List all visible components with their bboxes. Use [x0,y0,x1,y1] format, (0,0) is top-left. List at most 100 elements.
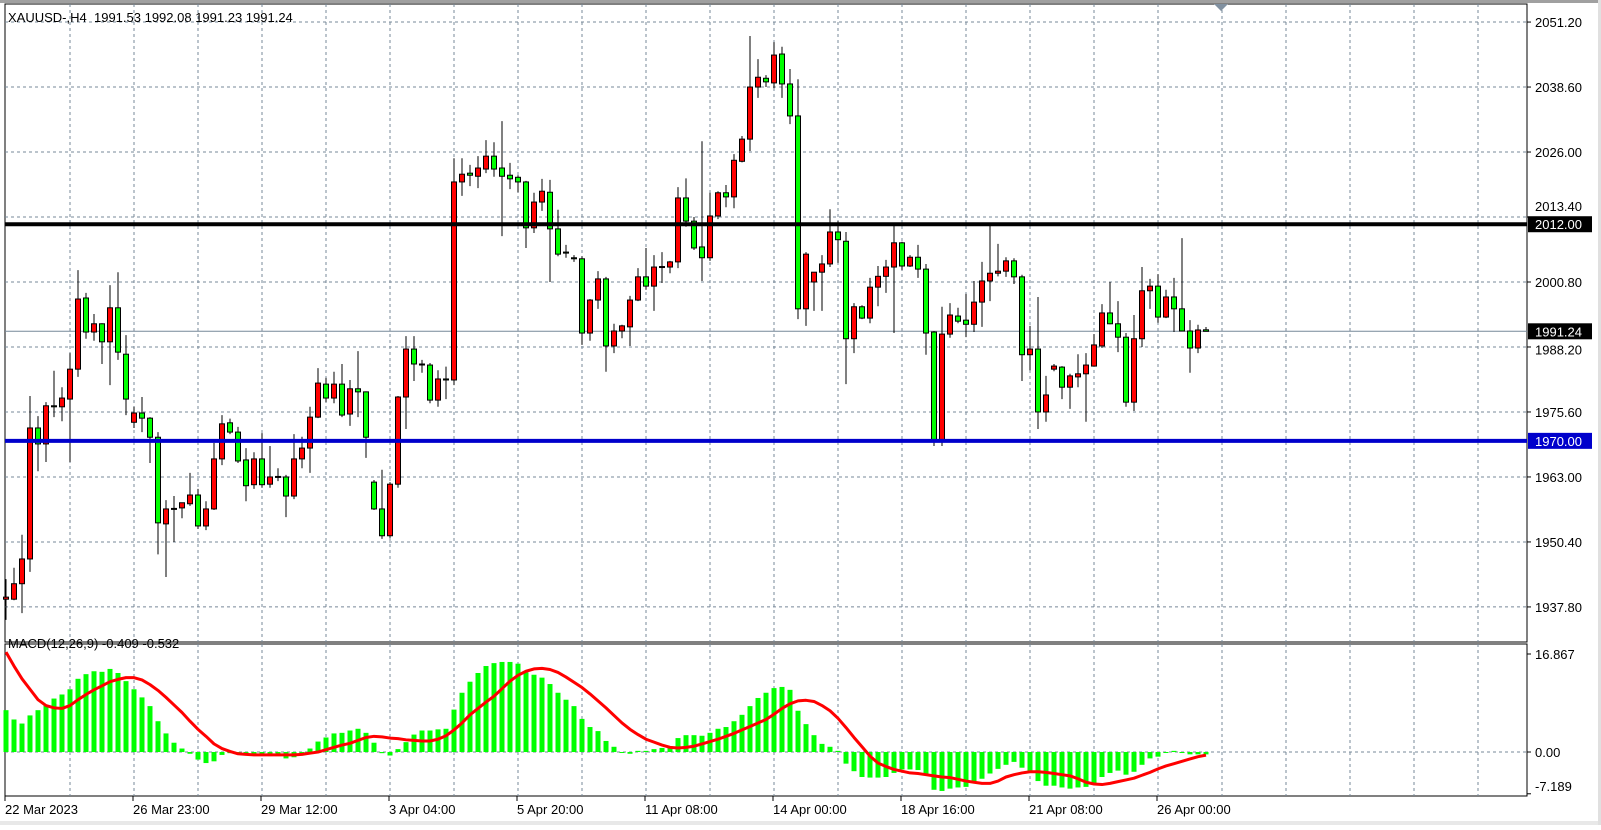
candle [251,452,257,489]
macd-bar [99,671,105,753]
candle [1171,277,1177,333]
candle [387,482,393,538]
macd-bar [939,752,945,791]
time-axis-label: 22 Mar 2023 [5,802,78,817]
macd-bar [587,727,593,753]
candle [1187,320,1193,373]
candle [427,362,433,404]
macd-bar [1099,752,1105,777]
candle-body [763,77,769,83]
candle-body [611,330,617,347]
time-axis-label: 11 Apr 08:00 [645,802,718,817]
candle [363,391,369,458]
macd-bar [595,731,601,753]
macd-bar [835,750,841,753]
candle [243,448,249,502]
macd-bar [75,678,81,753]
candle [859,305,865,320]
candle [1147,278,1153,309]
window-top-border [0,0,1601,3]
macd-bar [331,733,337,753]
candle-body [819,263,825,273]
candle [979,261,985,327]
candle [619,324,625,339]
candle [51,370,57,418]
candle-body [795,115,801,310]
candle-body [227,422,233,433]
macd-bar [531,674,537,753]
macd-bar [1027,752,1033,773]
candle [1195,324,1201,354]
candle [179,502,185,519]
candle-body [1027,348,1033,356]
macd-bar [339,732,345,753]
macd-bar [1035,752,1041,782]
candle-body [1035,348,1041,413]
candle [11,567,17,601]
macd-bar [827,746,833,753]
price-axis-label: 2000.80 [1535,275,1582,290]
candle-body [171,507,177,510]
candle [131,406,137,428]
price-axis-label: 1988.20 [1535,342,1582,357]
candle [691,217,697,251]
candle-body [619,325,625,332]
candle [411,336,417,382]
candle [1203,326,1209,332]
candle [651,255,657,311]
macd-bar [67,689,73,753]
current-price-label: 1991.24 [1535,324,1582,339]
candle-body [475,167,481,177]
candle-body [499,167,505,177]
candle-body [139,412,145,419]
macd-bar [19,723,25,753]
macd-bar [3,710,9,753]
candle-body [67,368,73,400]
candle [1019,274,1025,382]
candle [75,270,81,377]
candle [347,379,353,426]
candle [323,377,329,403]
candle-body [1179,308,1185,332]
macd-bar [795,710,801,753]
candle-body [419,363,425,366]
chart-shift-marker-icon[interactable] [1214,4,1228,11]
candle [715,191,721,220]
candle-body [883,266,889,277]
macd-bar [115,672,121,753]
candle [803,252,809,326]
candle-body [691,220,697,249]
candle-body [59,397,65,408]
candle [3,579,9,620]
candle [475,156,481,189]
candle [195,488,201,530]
candle-body [659,266,665,269]
candle-body [387,483,393,537]
candle-body [747,86,753,140]
candle-body [1099,312,1105,347]
candle-body [323,383,329,399]
candle-body [579,258,585,334]
candle [771,42,777,89]
candle-body [459,173,465,183]
candle-body [1187,330,1193,349]
candle-body [947,314,953,335]
macd-bar [443,728,449,753]
candle [443,366,449,400]
macd-bar [859,752,865,777]
candle [1163,289,1169,319]
macd-bar [755,697,761,753]
macd-bar [1059,752,1065,788]
candle [603,276,609,372]
macd-bar [547,684,553,753]
candle [723,185,729,208]
candle [907,255,913,268]
macd-bar [91,671,97,753]
macd-bar [899,752,905,770]
macd-bar [563,699,569,753]
macd-bar [507,661,513,753]
candle [1027,325,1033,371]
candle-body [915,256,921,270]
candle [1131,315,1137,411]
